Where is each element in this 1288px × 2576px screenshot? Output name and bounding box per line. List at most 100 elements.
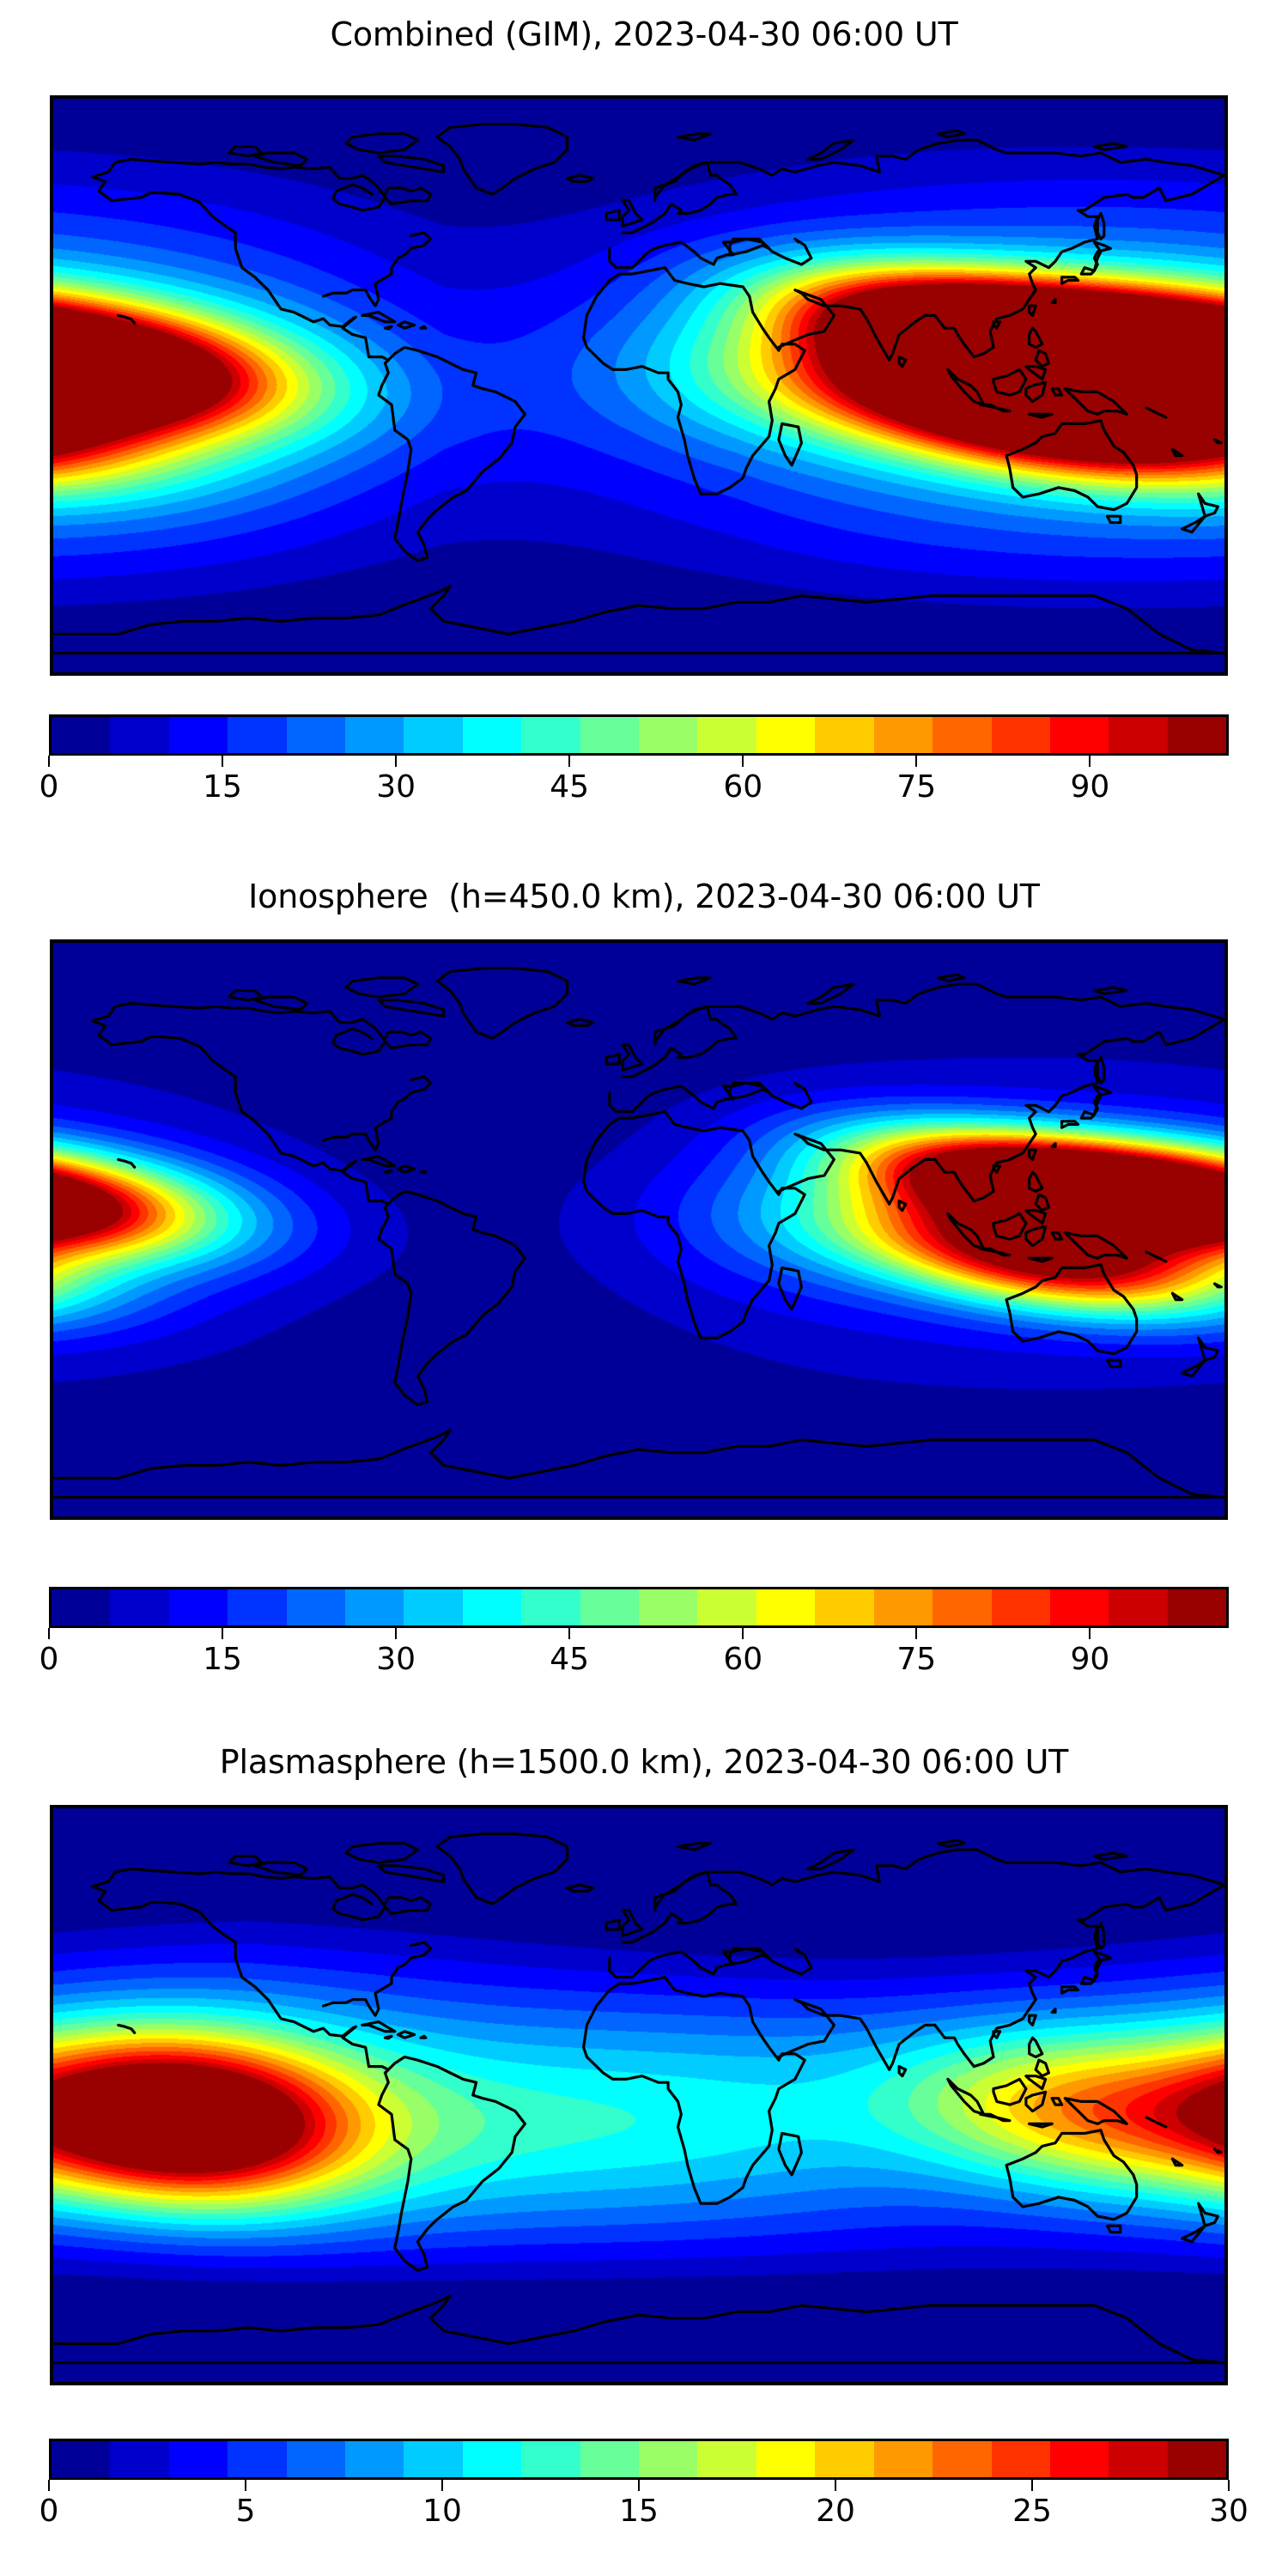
colorbar-band <box>521 1589 580 1625</box>
colorbar-band <box>286 717 346 753</box>
coastline-path <box>582 1976 806 2205</box>
colorbar-band <box>228 2441 287 2477</box>
colorbar-band <box>580 2441 640 2477</box>
coastline-path <box>946 1212 986 1250</box>
coastline-path <box>621 1909 644 1937</box>
colorbar-band <box>1167 1589 1226 1625</box>
coastline-path <box>53 1429 1224 1499</box>
coastline-path <box>435 1832 569 1905</box>
coastline-path <box>1096 212 1106 240</box>
coastline-path <box>1096 1056 1106 1084</box>
colorbar-band <box>873 2441 933 2477</box>
coastline-path <box>777 1883 1224 2071</box>
colorbar-tick-label: 5 <box>235 2494 256 2529</box>
colorbar-band <box>462 717 522 753</box>
coastline-path <box>90 157 387 212</box>
coastline-path <box>946 368 986 406</box>
coastline-path <box>397 320 416 330</box>
colorbar-band <box>404 2441 463 2477</box>
colorbar-band <box>933 2441 992 2477</box>
coastline-path <box>1028 2122 1054 2129</box>
colorbar-band <box>1049 1589 1109 1625</box>
colorbar-tick <box>441 2480 443 2491</box>
coastline-path <box>621 1043 644 1072</box>
colorbar-tick <box>48 1628 50 1639</box>
coastline-path <box>582 266 806 495</box>
tec-field-plasmasphere-1500 <box>53 1808 1224 2382</box>
colorbar-band <box>345 2441 404 2477</box>
colorbar-band <box>991 1589 1050 1625</box>
coastline-path <box>770 1081 813 1110</box>
colorbar-band <box>228 1589 287 1625</box>
coastline-path <box>1024 2075 1048 2091</box>
coastline-path <box>582 1110 806 1340</box>
coastline-path <box>1050 1142 1057 1149</box>
coastline-path <box>621 982 1224 1078</box>
coastline-path <box>1028 412 1054 419</box>
coastline-path <box>1005 2129 1139 2221</box>
colorbar-band <box>580 717 640 753</box>
colorbar-tick-label: 15 <box>203 1642 242 1677</box>
colorbar-tick <box>1089 756 1091 767</box>
coastline-path <box>1106 514 1122 525</box>
coastline-path <box>90 1867 387 1922</box>
coastline-path <box>937 129 966 139</box>
colorbar-band <box>1109 1589 1168 1625</box>
coastline-path <box>621 1848 1224 1944</box>
coastline-path <box>979 403 1012 413</box>
colorbar-band <box>521 717 580 753</box>
coastline-path <box>605 1053 621 1066</box>
coastline-path <box>90 175 390 365</box>
coastline-path <box>321 231 433 307</box>
colorbar-combined-gim[interactable]: 0 15 30 45 60 75 90 <box>39 714 1229 826</box>
coastline-path <box>344 1842 419 1864</box>
colorbar-band <box>933 1589 992 1625</box>
coastline-path <box>992 320 1002 330</box>
colorbar-tick <box>48 2480 50 2491</box>
colorbar-plasmasphere-1500[interactable]: 0 5 10 15 20 25 30 <box>39 2439 1249 2550</box>
coastline-path <box>728 1081 771 1101</box>
coastline-path <box>383 186 433 206</box>
coastline-path <box>1197 1336 1219 1362</box>
coastline-path <box>1028 1256 1054 1263</box>
coastline-path <box>1034 1193 1050 1212</box>
colorbar-tick-label: 15 <box>619 2494 659 2529</box>
coastline-path <box>806 982 855 1005</box>
colorbar-tick <box>222 756 224 767</box>
colorbar-band <box>873 717 933 753</box>
coastline-path <box>1024 365 1048 381</box>
colorbar-tick <box>1228 2480 1230 2491</box>
colorbar-tick-label: 90 <box>1070 769 1110 805</box>
coastline-path <box>621 138 1224 234</box>
coastline-path <box>608 237 774 270</box>
colorbar-tick <box>395 756 398 767</box>
colorbar-tick-label: 0 <box>39 769 59 805</box>
coastline-path <box>1170 1291 1184 1302</box>
coastline-path <box>806 138 855 161</box>
map-plasmasphere-1500[interactable] <box>50 1805 1228 2385</box>
coastline-path <box>1145 2116 1168 2129</box>
colorbar-band <box>228 717 287 753</box>
colorbar-axis-ionosphere-450: 0 15 30 45 60 75 90 <box>39 1628 1229 1688</box>
coastline-path <box>1028 2014 1037 2026</box>
coastline-path <box>676 1842 712 1851</box>
colorbar-tick <box>48 756 50 767</box>
colorbar-tick <box>915 1628 918 1639</box>
colorbar-band <box>756 717 816 753</box>
map-combined-gim[interactable] <box>50 95 1228 676</box>
colorbar-ionosphere-450[interactable]: 0 15 30 45 60 75 90 <box>39 1587 1229 1698</box>
map-ionosphere-450[interactable] <box>50 939 1228 1520</box>
coastline-path <box>1028 326 1044 349</box>
colorbar-band <box>756 2441 816 2477</box>
colorbar-tick <box>245 2480 246 2491</box>
colorbar-tick <box>742 1628 744 1639</box>
coastline-path <box>228 1855 264 1868</box>
coastline-path <box>605 1918 621 1931</box>
colorbar-tick-label: 45 <box>550 1642 590 1677</box>
colorbar-band <box>1109 717 1168 753</box>
coastline-path <box>419 2034 428 2039</box>
colorbar-band <box>639 1589 698 1625</box>
coastline-path <box>979 2112 1012 2123</box>
coastline-path <box>770 1947 813 1976</box>
coastline-path <box>897 2065 908 2078</box>
